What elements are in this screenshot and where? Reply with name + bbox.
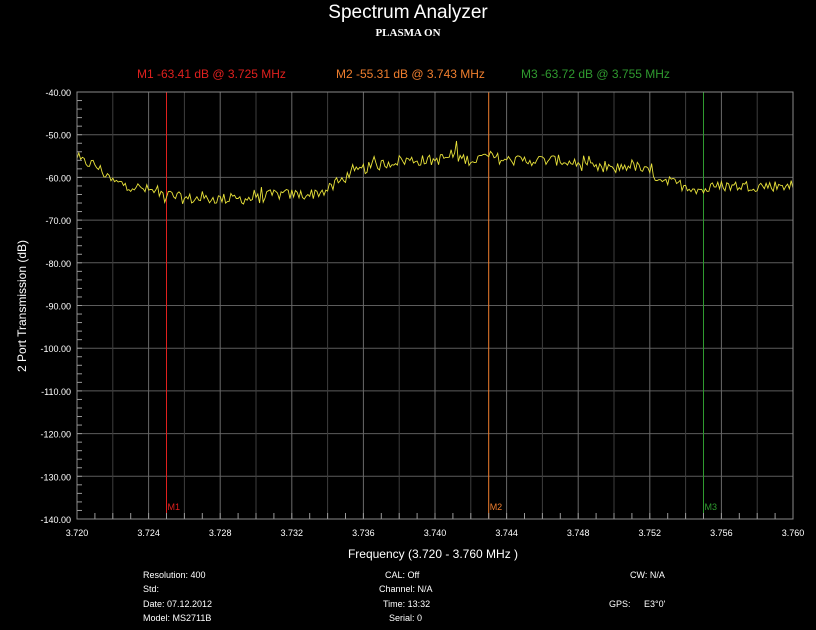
y-tick-label: -80.00 [45, 259, 71, 269]
chart-grid [77, 92, 793, 519]
y-tick-label: -120.00 [40, 430, 71, 440]
marker-readout-m3: M3 -63.72 dB @ 3.755 MHz [521, 67, 670, 81]
info-time: Time: 13:32 [383, 599, 431, 609]
x-tick-label: 3.732 [281, 528, 304, 538]
y-tick-label: -130.00 [40, 472, 71, 482]
chart-subtitle: PLASMA ON [375, 27, 441, 39]
y-tick-label: -50.00 [45, 131, 71, 141]
x-tick-label: 3.728 [209, 528, 232, 538]
info-model: Model: MS2711B [143, 613, 212, 623]
marker-label-m2: M2 [490, 502, 503, 512]
chart-title: Spectrum Analyzer [328, 2, 488, 23]
x-tick-label: 3.756 [710, 528, 733, 538]
x-tick-label: 3.760 [782, 528, 805, 538]
x-tick-label: 3.744 [495, 528, 518, 538]
info-date: Date: 07.12.2012 [143, 599, 213, 609]
trace-layer [76, 140, 794, 205]
y-tick-label: -110.00 [41, 387, 71, 397]
x-tick-label: 3.736 [352, 528, 375, 538]
x-tick-label: 3.740 [424, 528, 447, 538]
info-cal: CAL: Off [385, 570, 420, 580]
x-tick-label: 3.748 [567, 528, 590, 538]
x-tick-label: 3.720 [66, 528, 89, 538]
chart-axes [76, 91, 794, 520]
marker-label-m3: M3 [705, 502, 718, 512]
info-gps-label: GPS: [609, 599, 631, 609]
info-gps-value: E3°0' [644, 599, 666, 609]
info-std: Std: [143, 584, 160, 594]
marker-readout-m2: M2 -55.31 dB @ 3.743 MHz [336, 67, 485, 81]
x-axis-label: Frequency (3.720 - 3.760 MHz ) [348, 547, 518, 561]
y-tick-label: -40.00 [45, 88, 71, 98]
info-resolution: Resolution: 400 [143, 570, 206, 580]
y-tick-label: -140.00 [40, 515, 71, 525]
x-tick-label: 3.752 [639, 528, 662, 538]
info-cw: CW: N/A [630, 570, 665, 580]
y-tick-label: -70.00 [45, 216, 71, 226]
y-tick-label: -60.00 [45, 173, 71, 183]
tick-labels: -40.00 -50.00 -60.00 -70.00 -80.00 -90.00 -100… [40, 88, 804, 538]
y-tick-label: -90.00 [45, 302, 71, 312]
marker-readout-m1: M1 -63.41 dB @ 3.725 MHz [137, 67, 286, 81]
marker-label-m1: M1 [168, 502, 181, 512]
info-serial: Serial: 0 [389, 613, 423, 623]
x-tick-label: 3.724 [137, 528, 160, 538]
marker-lines: M1 M2 M3 [166, 92, 718, 519]
y-axis-label: 2 Port Transmission (dB) [15, 240, 29, 372]
y-tick-label: -100.00 [40, 344, 71, 354]
spectrum-trace [76, 140, 794, 205]
info-channel: Channel: N/A [379, 584, 433, 594]
